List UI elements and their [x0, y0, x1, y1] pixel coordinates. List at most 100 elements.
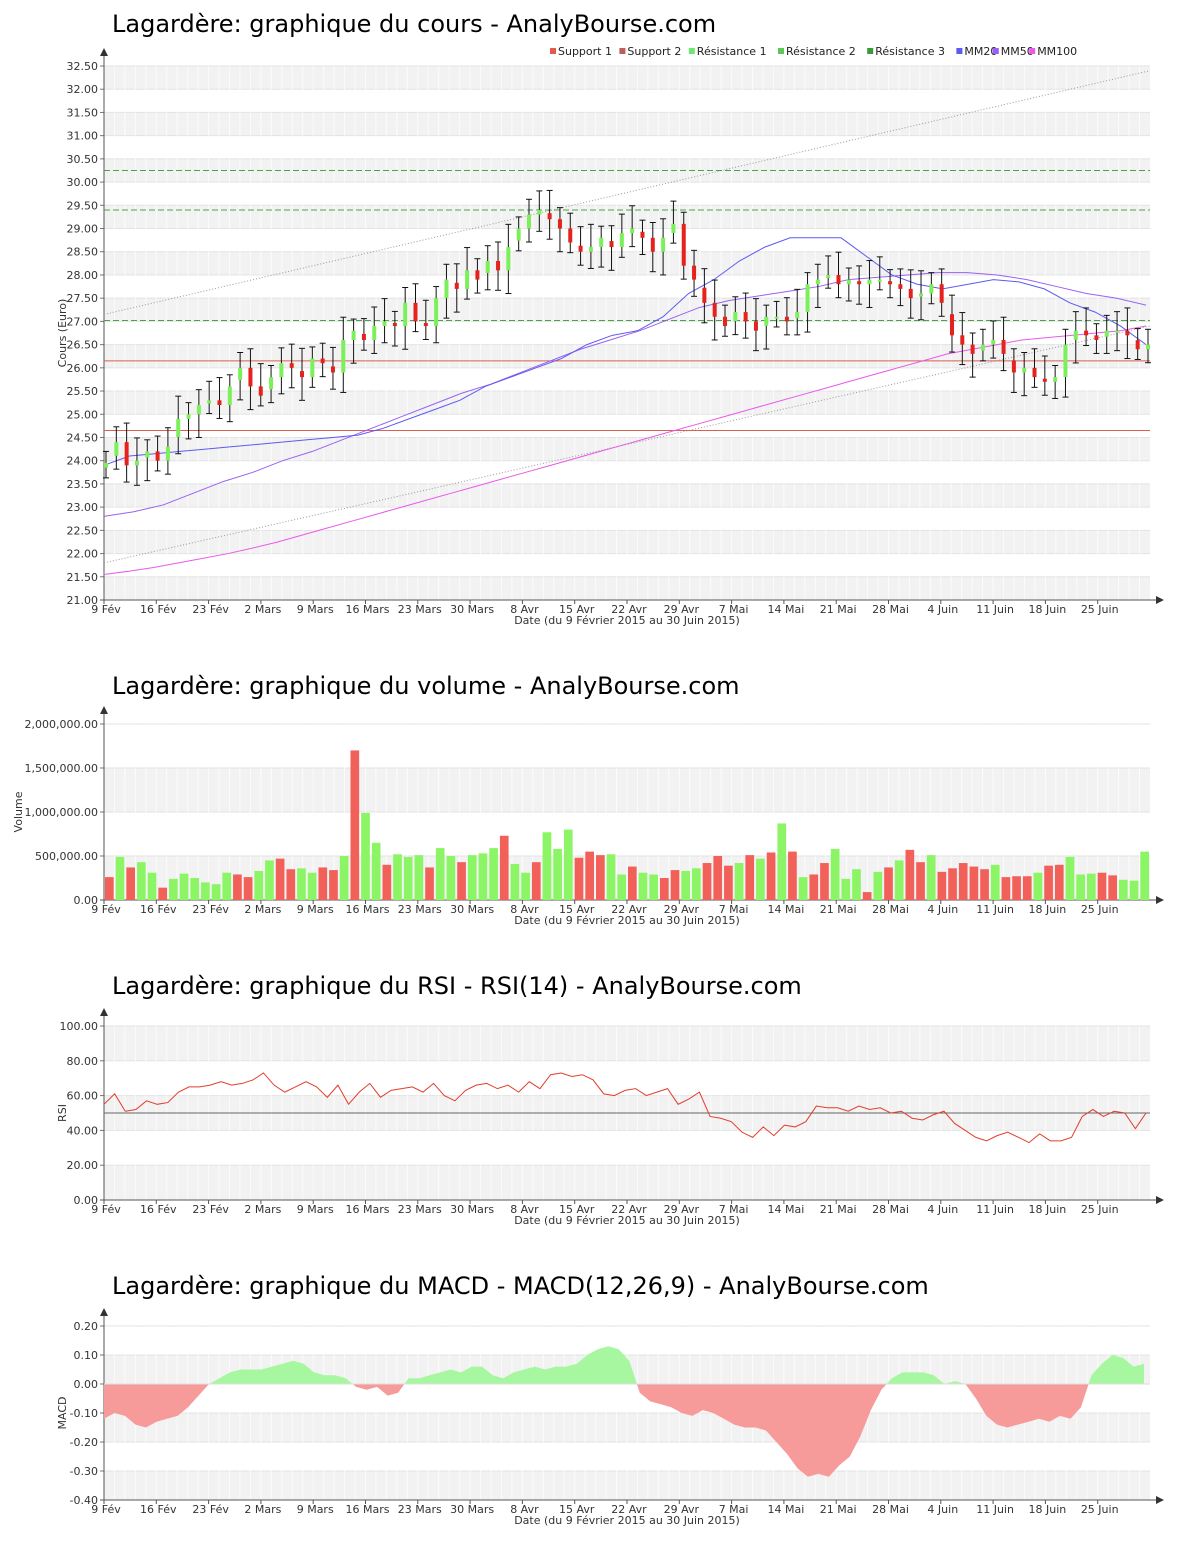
rsi-line — [103, 1072, 1147, 1144]
candle-body — [805, 284, 810, 313]
volume-bar — [137, 862, 146, 900]
macd-area-negative — [965, 1384, 1089, 1428]
candle-body — [908, 288, 913, 299]
price-y-tick-label: 32.50 — [67, 60, 99, 73]
rsi-x-axis-label: Date (du 9 Février 2015 au 30 Juin 2015) — [514, 1214, 740, 1227]
candle-body — [279, 363, 284, 378]
candle-body — [1073, 330, 1078, 340]
macd-x-tick-label: 9 Fév — [91, 1503, 121, 1516]
rsi-x-tick-label: 2 Mars — [244, 1203, 281, 1216]
volume-y-tick-label: 0.00 — [74, 894, 99, 907]
volume-bar — [724, 865, 733, 900]
volume-bar — [521, 872, 530, 900]
macd-y-tick-label: -0.30 — [70, 1465, 98, 1478]
volume-bar — [713, 856, 723, 900]
rsi-x-tick-label: 7 Mai — [719, 1203, 749, 1216]
rsi-y-tick-label: 60.00 — [67, 1090, 99, 1103]
rsi-x-tick-label: 9 Fév — [91, 1203, 121, 1216]
macd-x-tick-label: 23 Mars — [398, 1503, 442, 1516]
volume-x-tick-label: 4 Juin — [927, 903, 958, 916]
volume-x-tick-label: 30 Mars — [450, 903, 494, 916]
rsi-x-tick-label: 18 Juin — [1029, 1203, 1067, 1216]
candle-body — [403, 302, 408, 327]
macd-area-negative — [352, 1384, 405, 1396]
volume-x-tick-label: 25 Juin — [1081, 903, 1119, 916]
price-y-tick-label: 28.50 — [67, 246, 99, 259]
legend-label: MM100 — [1037, 45, 1077, 58]
candle-body — [300, 371, 305, 378]
candle-body — [826, 274, 831, 278]
volume-bar — [403, 856, 413, 900]
volume-bar — [1022, 876, 1032, 900]
volume-y-tick-label: 1,500,000.00 — [25, 762, 98, 775]
price-y-tick-label: 26.50 — [67, 339, 99, 352]
candle-body — [898, 284, 903, 289]
candle-body — [207, 400, 212, 404]
candle-body — [444, 279, 449, 299]
volume-bar — [169, 878, 178, 900]
macd-x-tick-label: 21 Mai — [820, 1503, 857, 1516]
rsi-chart-title: Lagardère: graphique du RSI - RSI(14) - … — [112, 972, 802, 1000]
volume-bar — [361, 812, 370, 900]
volume-bar — [756, 858, 765, 900]
candle-body — [124, 442, 129, 466]
volume-bar — [702, 863, 712, 900]
volume-bar — [1108, 875, 1117, 900]
candle-body — [939, 284, 944, 303]
volume-bar — [275, 858, 285, 900]
volume-x-tick-label: 9 Fév — [91, 903, 121, 916]
candle-body — [588, 247, 593, 252]
legend-swatch — [619, 48, 626, 54]
volume-bar — [1097, 872, 1107, 900]
volume-bar — [1012, 876, 1021, 900]
legend-swatch — [1029, 48, 1036, 54]
rsi-x-tick-label: 30 Mars — [450, 1203, 494, 1216]
volume-bar — [905, 849, 915, 900]
macd-x-tick-label: 2 Mars — [244, 1503, 281, 1516]
rsi-x-tick-label: 25 Juin — [1081, 1203, 1119, 1216]
volume-x-tick-label: 16 Mars — [346, 903, 390, 916]
volume-bar — [147, 872, 157, 900]
macd-x-tick-label: 16 Mars — [346, 1503, 390, 1516]
candle-body — [341, 339, 346, 373]
candle-body — [248, 367, 253, 387]
price-y-tick-label: 31.50 — [67, 106, 99, 119]
volume-x-tick-label: 22 Avr — [611, 903, 647, 916]
volume-bar — [446, 856, 456, 900]
candle-body — [155, 451, 160, 461]
rsi-x-tick-label: 16 Fév — [140, 1203, 177, 1216]
macd-x-tick-label: 16 Fév — [140, 1503, 177, 1516]
volume-bar — [105, 877, 114, 900]
candle-body — [104, 463, 108, 468]
rsi-x-tick-label: 15 Avr — [559, 1203, 595, 1216]
legend-label: Support 1 — [558, 45, 612, 58]
legend-swatch — [550, 48, 556, 54]
price-x-axis-arrow — [1156, 596, 1164, 604]
macd-y-axis-arrow — [100, 1308, 108, 1316]
macd-x-tick-label: 11 Juin — [976, 1503, 1014, 1516]
volume-bar — [574, 857, 584, 900]
volume-bar — [222, 872, 232, 900]
candle-body — [1104, 330, 1109, 337]
candle-body — [1022, 367, 1027, 373]
candle-body — [661, 237, 666, 252]
volume-bar — [126, 867, 136, 900]
candle-body — [269, 377, 274, 390]
volume-bar — [393, 854, 402, 900]
volume-x-axis-label: Date (du 9 Février 2015 au 30 Juin 2015) — [514, 914, 740, 927]
candle-body — [289, 363, 294, 368]
candle-body — [392, 323, 397, 327]
macd-y-tick-label: -0.20 — [70, 1436, 98, 1449]
candle-body — [980, 344, 985, 351]
price-y-tick-label: 27.00 — [67, 315, 99, 328]
volume-bar — [350, 750, 360, 900]
volume-bar — [948, 868, 957, 900]
macd-y-axis-label: MACD — [56, 1397, 69, 1430]
candle-body — [1063, 344, 1068, 378]
rsi-x-tick-label: 11 Juin — [976, 1203, 1014, 1216]
macd-x-tick-label: 25 Juin — [1081, 1503, 1119, 1516]
volume-bar — [201, 882, 210, 900]
rsi-chart: 0.00 20.00 40.00 60.00 80.00 100.00 9 Fév 16 Fé… — [56, 1008, 1164, 1227]
rsi-x-tick-label: 9 Mars — [297, 1203, 334, 1216]
price-panel: Lagardère: graphique du cours - AnalyBou… — [0, 0, 1200, 640]
